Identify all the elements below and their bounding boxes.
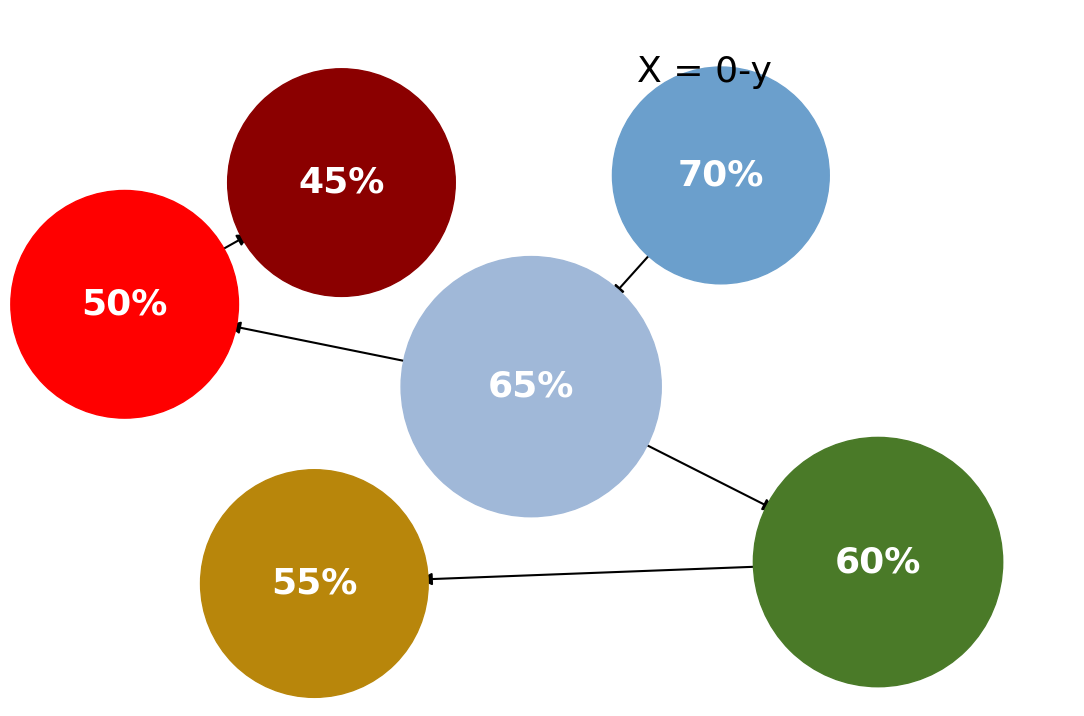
Text: 65%: 65% bbox=[488, 369, 575, 404]
Text: 55%: 55% bbox=[271, 566, 358, 601]
Ellipse shape bbox=[11, 190, 238, 418]
Text: X = 0-y: X = 0-y bbox=[637, 54, 772, 89]
Text: 45%: 45% bbox=[298, 165, 385, 200]
Ellipse shape bbox=[228, 69, 455, 296]
Ellipse shape bbox=[612, 67, 829, 284]
Text: 50%: 50% bbox=[81, 287, 168, 321]
Text: 60%: 60% bbox=[835, 545, 921, 579]
Ellipse shape bbox=[401, 256, 661, 517]
Text: 70%: 70% bbox=[678, 158, 764, 193]
Ellipse shape bbox=[753, 437, 1003, 687]
Ellipse shape bbox=[201, 470, 428, 697]
